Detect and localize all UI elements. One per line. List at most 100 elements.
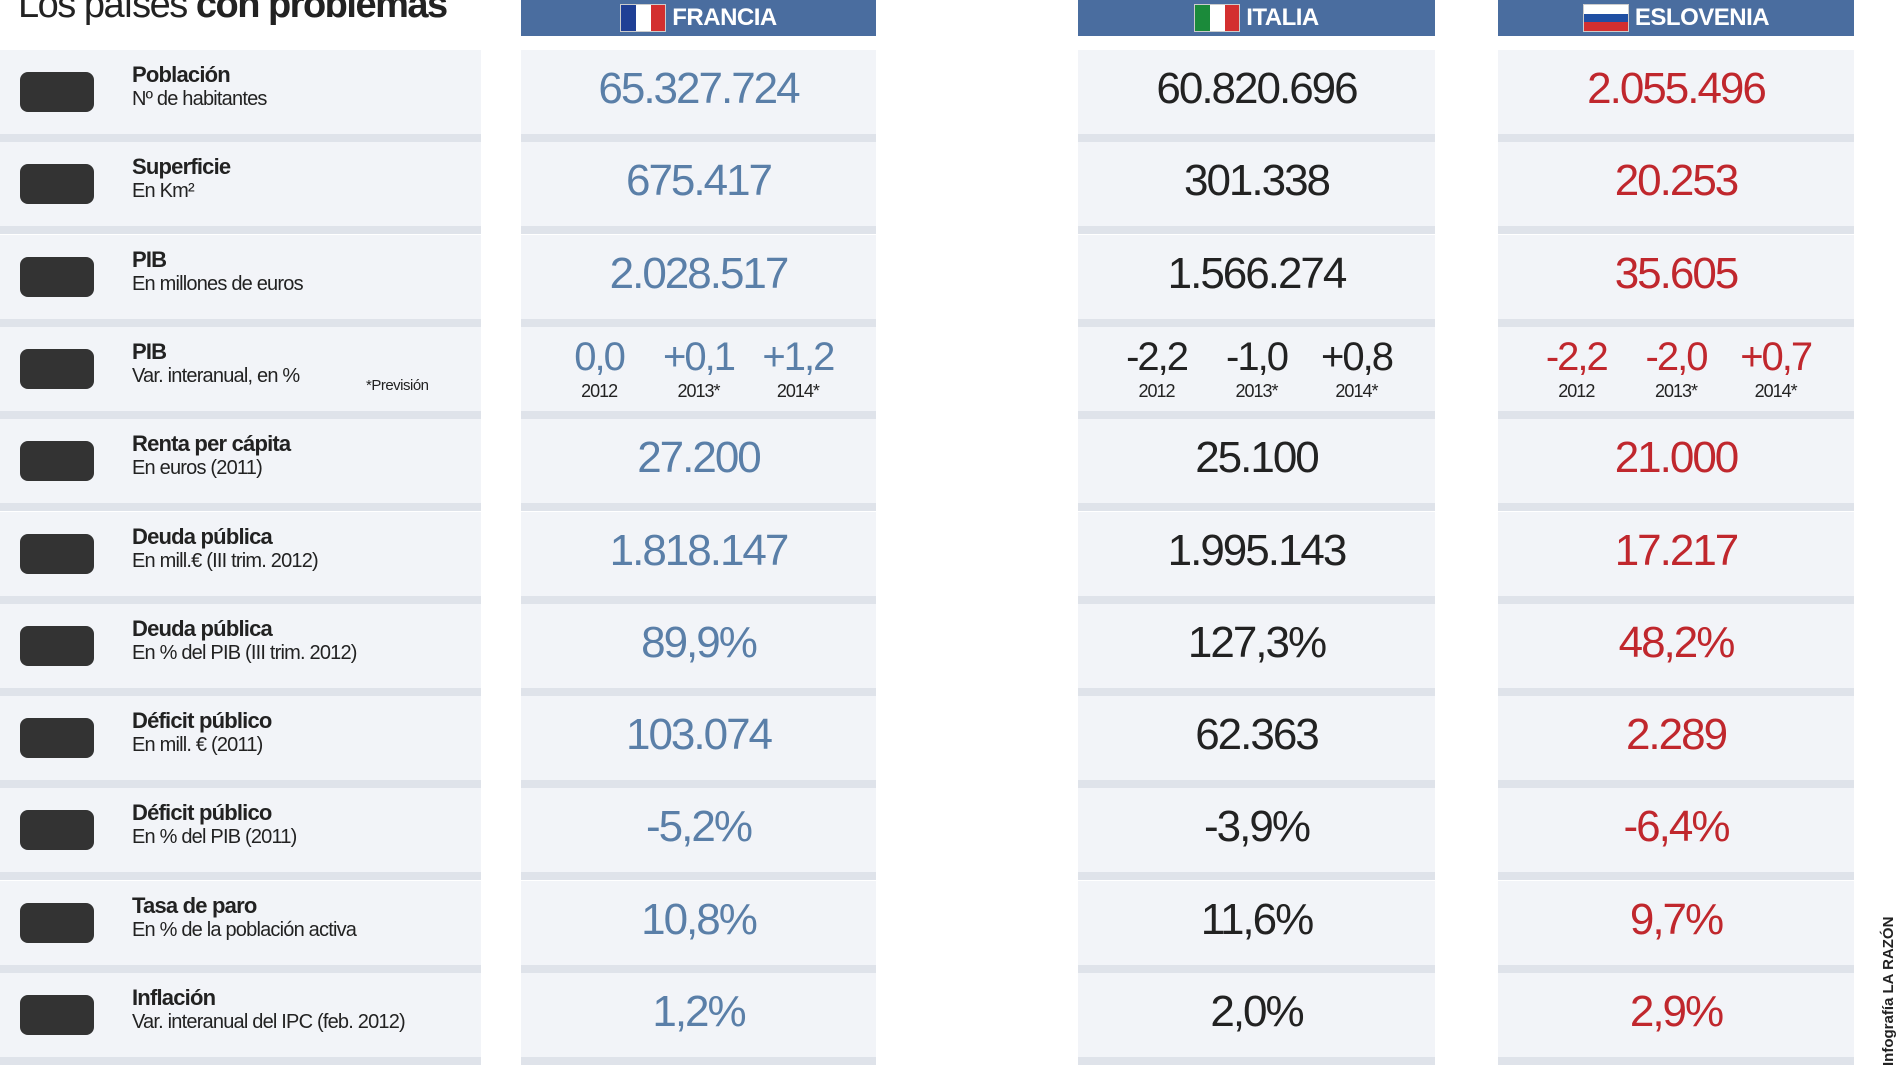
value-cell: [1498, 603, 1854, 688]
separator: [0, 1057, 481, 1065]
row-sublabel: En % del PIB (2011): [132, 826, 297, 849]
separator: [1078, 503, 1435, 512]
separator: [1078, 226, 1435, 235]
row-icon: [20, 718, 94, 759]
row-label: PIB: [132, 246, 167, 272]
row-sublabel: Nº de habitantes: [132, 88, 267, 110]
row-label: Déficit público: [132, 708, 272, 734]
separator: [0, 503, 481, 512]
value: 301.338: [1183, 156, 1331, 206]
separator: [0, 134, 481, 142]
separator: [521, 1057, 876, 1065]
separator: [1498, 1057, 1854, 1065]
value: 11,6%: [1200, 894, 1315, 944]
value-cell: [521, 696, 876, 781]
row-sublabel: En mill.€ (III trim. 2012): [132, 549, 319, 572]
separator: [1498, 410, 1854, 419]
separator: [521, 503, 876, 512]
separator: [1078, 318, 1435, 327]
row-sublabel: En millones de euros: [132, 272, 304, 295]
value: 9,7%: [1629, 894, 1724, 944]
row-label: Tasa de paro: [132, 892, 257, 918]
value-cell: [521, 326, 876, 411]
value: 1.566.274: [1167, 248, 1348, 298]
separator: [1498, 226, 1854, 235]
column-header: ITALIA: [1078, 0, 1435, 36]
separator: [1078, 872, 1435, 881]
separator: [521, 780, 876, 789]
value-cell: [1498, 696, 1854, 781]
value: 60.820.696: [1156, 64, 1358, 113]
row-sublabel: En mill. € (2011): [132, 734, 263, 757]
value: 1.818.147: [609, 525, 790, 575]
value-cell: [1078, 142, 1435, 227]
value-cell: [1078, 326, 1435, 411]
separator: [1498, 964, 1854, 973]
row-sublabel: Var. interanual, en %: [132, 364, 300, 387]
separator: [1498, 318, 1854, 327]
variation-value: -2,2: [1126, 334, 1189, 379]
value-cell: [521, 234, 876, 319]
value: -5,2%: [646, 802, 753, 852]
year: 2012: [581, 380, 618, 401]
row-icon: [20, 164, 94, 205]
row-icon: [20, 72, 94, 112]
row-sublabel: En euros (2011): [132, 457, 263, 480]
variation-value: 0,0: [574, 334, 626, 379]
year: 2012: [1558, 380, 1595, 401]
separator: [521, 226, 876, 235]
separator: [521, 964, 876, 973]
separator: [0, 226, 481, 235]
value: 2.289: [1625, 710, 1728, 760]
row-icon: [20, 625, 94, 666]
country-name: ESLOVENIA: [1634, 4, 1770, 31]
row-label: PIB: [132, 338, 167, 364]
row-label: Población: [132, 62, 231, 87]
year: 2014*: [1335, 380, 1378, 401]
variation-value: -1,0: [1226, 334, 1289, 379]
separator: [1078, 410, 1435, 419]
flag-stripe: [621, 5, 636, 31]
value-cell: [521, 973, 876, 1057]
value-cell: [1078, 696, 1435, 781]
value: 2.028.517: [609, 248, 790, 298]
value-cell: [521, 788, 876, 873]
row-icon: [20, 348, 94, 389]
value-cell: [1498, 788, 1854, 873]
value: 25.100: [1195, 433, 1320, 483]
value: 2.055.496: [1587, 64, 1767, 113]
separator: [1078, 1057, 1435, 1065]
row-icon: [20, 256, 94, 297]
flag: [620, 4, 667, 32]
separator: [0, 318, 481, 327]
separator: [521, 410, 876, 419]
value: 89,9%: [641, 617, 758, 667]
separator: [521, 687, 876, 696]
value-cell: [1078, 50, 1435, 134]
separator: [1498, 687, 1854, 696]
year: 2013*: [1235, 380, 1278, 401]
separator: [1498, 780, 1854, 789]
column-header: ESLOVENIA: [1498, 0, 1854, 36]
separator: [521, 595, 876, 604]
row-icon: [20, 995, 94, 1035]
flag-stripe: [1224, 5, 1240, 31]
row-sublabel: En % de la población activa: [132, 918, 357, 941]
flag-stripe: [1195, 5, 1210, 31]
credit: Infografía LA RAZÓN: [1880, 916, 1897, 1066]
year: 2014*: [776, 380, 820, 401]
title-bold: con problemas: [195, 0, 448, 26]
separator: [1078, 134, 1435, 142]
value: 1.995.143: [1167, 525, 1348, 575]
row-label: Deuda pública: [132, 523, 273, 549]
variation-value: -2,0: [1645, 334, 1709, 379]
value-cell: [1498, 234, 1854, 319]
year: 2013*: [677, 380, 720, 401]
row-sublabel: En % del PIB (III trim. 2012): [132, 641, 357, 664]
value: 2,0%: [1210, 987, 1304, 1036]
value-cell: [1078, 234, 1435, 319]
separator: [0, 780, 481, 789]
value: 127,3%: [1187, 617, 1327, 667]
row-icon: [20, 533, 94, 574]
